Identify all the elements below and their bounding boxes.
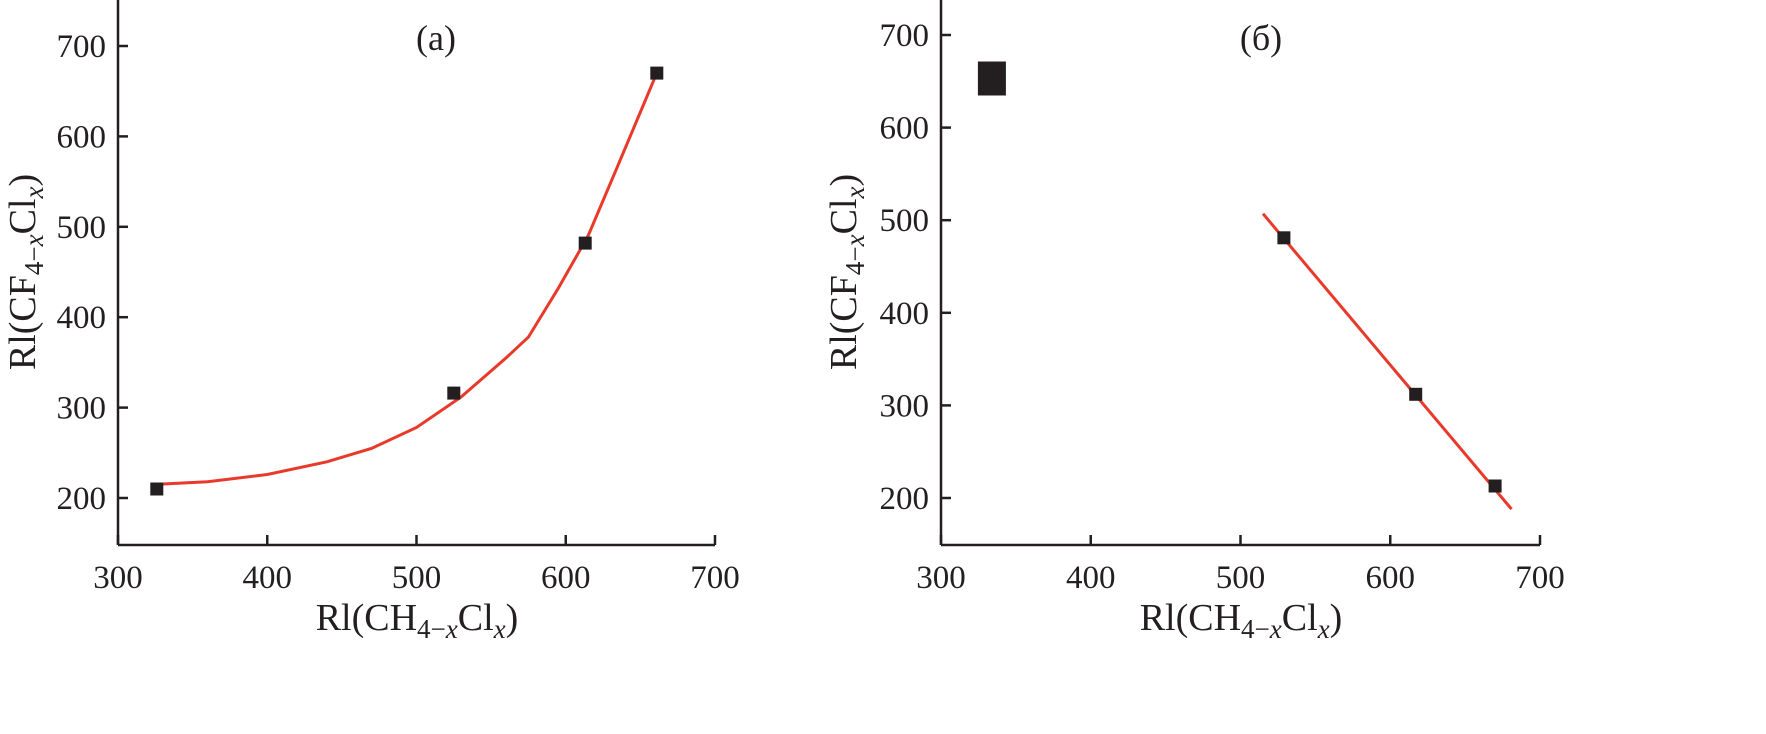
data-point <box>578 236 592 250</box>
y-tick-label: 400 <box>880 296 930 332</box>
x-tick-label: 700 <box>1515 560 1565 596</box>
panel-label: (б) <box>1240 18 1282 58</box>
x-tick-label: 700 <box>690 560 740 596</box>
y-tick-label: 500 <box>57 210 107 246</box>
panel-a: 300 400 500 600 700 200 300 400 500 600 700 Rl(CH4−… <box>2 0 740 644</box>
y-tick-label: 500 <box>880 203 930 239</box>
data-point <box>650 66 664 80</box>
data-point <box>1409 387 1423 401</box>
x-tick-label: 400 <box>243 560 293 596</box>
panel-b: 300 400 500 600 700 200 300 400 500 600 700 Rl(CH4−… <box>823 0 1565 644</box>
y-tick-label: 700 <box>57 29 107 65</box>
data-point <box>447 386 461 400</box>
data-point <box>150 482 164 496</box>
data-point <box>1488 479 1502 493</box>
x-tick-label: 300 <box>93 560 143 596</box>
y-axis-title: Rl(CF4−xClx) <box>2 174 49 370</box>
x-axis-title: Rl(CH4−xClx) <box>316 597 519 644</box>
fit-curve <box>155 72 659 486</box>
y-tick-label: 600 <box>880 111 930 147</box>
y-tick-label: 200 <box>880 481 930 517</box>
x-tick-label: 300 <box>916 560 966 596</box>
y-tick-label: 300 <box>880 388 930 424</box>
y-tick-label: 400 <box>57 300 107 336</box>
x-tick-label: 600 <box>541 560 591 596</box>
y-axis-title: Rl(CF4−xClx) <box>823 174 870 370</box>
y-tick-label: 700 <box>880 18 930 54</box>
y-tick-label: 300 <box>57 391 107 427</box>
y-tick-label: 200 <box>57 481 107 517</box>
x-tick-label: 500 <box>392 560 442 596</box>
x-axis-title: Rl(CH4−xClx) <box>1140 597 1343 644</box>
x-tick-label: 500 <box>1216 560 1266 596</box>
data-point <box>1277 231 1291 245</box>
panel-label: (а) <box>416 18 456 58</box>
y-tick-label: 600 <box>57 119 107 155</box>
x-tick-label: 600 <box>1366 560 1416 596</box>
x-tick-label: 400 <box>1066 560 1116 596</box>
fit-curve <box>1261 212 1513 511</box>
data-point <box>977 61 1006 96</box>
